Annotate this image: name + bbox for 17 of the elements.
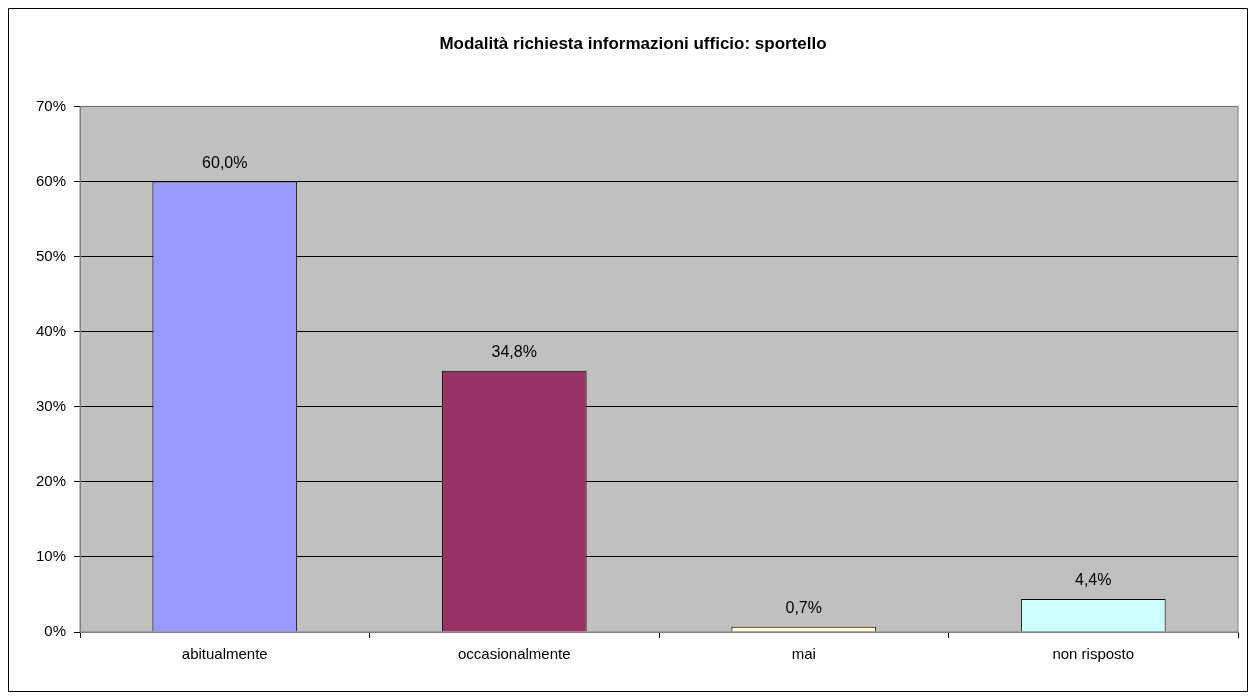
data-label: 60,0% — [202, 153, 248, 171]
y-tick-label: 60% — [35, 171, 67, 189]
chart-title: Modalità richiesta informazioni ufficio: sportello — [439, 33, 827, 53]
x-tick-label: occasionalmente — [457, 645, 571, 663]
x-tick-label: non risposto — [1052, 645, 1135, 663]
y-tick-label: 70% — [35, 96, 67, 114]
data-label: 0,7% — [785, 599, 822, 617]
x-tick-label: mai — [791, 645, 816, 663]
y-tick-label: 10% — [35, 547, 67, 565]
x-tick-label: abitualmente — [181, 645, 268, 663]
y-tick-label: 40% — [35, 321, 67, 339]
data-label: 34,8% — [491, 343, 537, 361]
data-label: 4,4% — [1075, 571, 1112, 589]
y-tick-label: 50% — [35, 246, 67, 264]
y-tick-label: 0% — [44, 622, 67, 640]
y-tick-label: 20% — [35, 471, 67, 489]
y-tick-label: 30% — [35, 396, 67, 414]
